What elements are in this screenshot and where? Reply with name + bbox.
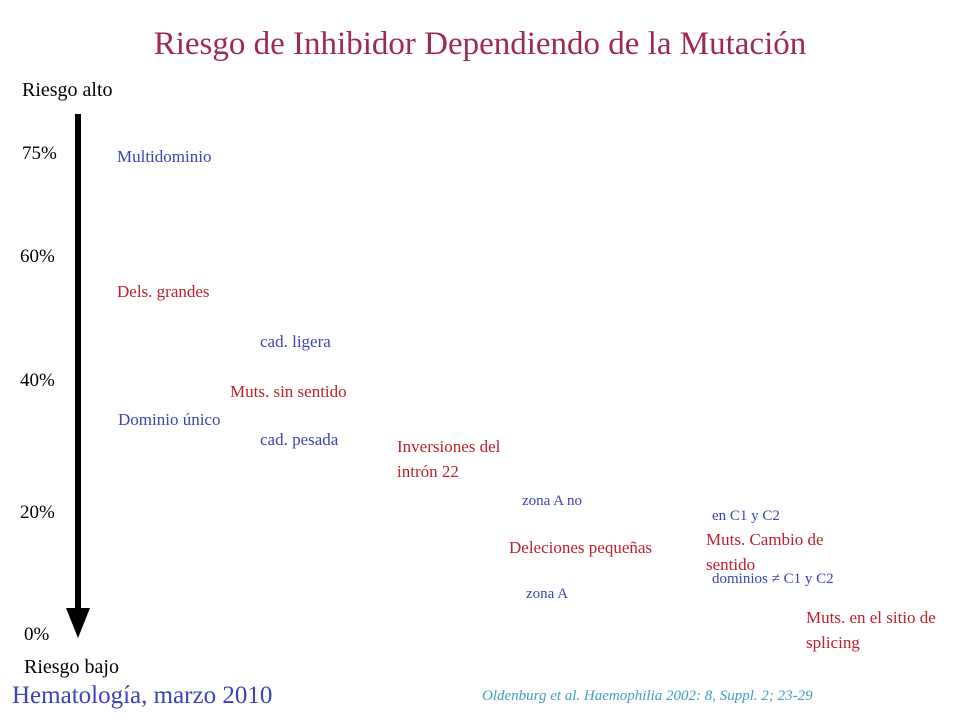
label-muts-splicing: Muts. en el sitio de splicing (806, 608, 936, 652)
footer-citation: Oldenburg et al. Haemophilia 2002: 8, Su… (482, 688, 813, 704)
label-cad-ligera: cad. ligera (260, 332, 331, 351)
label-cad-pesada: cad. pesada (260, 430, 339, 449)
label-zona-a: zona A (526, 586, 569, 602)
axis-top-label: Riesgo alto (22, 79, 113, 101)
label-multidominio: Multidominio (117, 147, 212, 166)
label-en-c1-c2: en C1 y C2 (712, 508, 780, 524)
tick-75: 75% (22, 143, 57, 164)
slide-title: Riesgo de Inhibidor Dependiendo de la Mu… (153, 26, 807, 62)
tick-0: 0% (24, 624, 50, 645)
footer-date: Hematología, marzo 2010 (12, 682, 273, 709)
label-dominio-unico: Dominio único (118, 410, 221, 429)
axis-bottom-label: Riesgo bajo (24, 656, 119, 678)
label-zona-a-no: zona A no (522, 493, 582, 509)
tick-20: 20% (20, 502, 55, 523)
axis-arrowhead (66, 608, 90, 638)
label-muts-sin-sentido: Muts. sin sentido (230, 382, 347, 401)
label-muts-cambio-sentido: Muts. Cambio de sentido (706, 530, 824, 574)
label-dominios-c1-c2: dominios ≠ C1 y C2 (712, 571, 834, 587)
tick-40: 40% (20, 370, 55, 391)
label-inversiones-intron-22: Inversiones del intrón 22 (397, 437, 501, 481)
label-deleciones-pequenas: Deleciones pequeñas (509, 538, 653, 557)
risk-axis-arrow (66, 114, 90, 638)
label-dels-grandes: Dels. grandes (117, 282, 210, 301)
tick-60: 60% (20, 246, 55, 267)
